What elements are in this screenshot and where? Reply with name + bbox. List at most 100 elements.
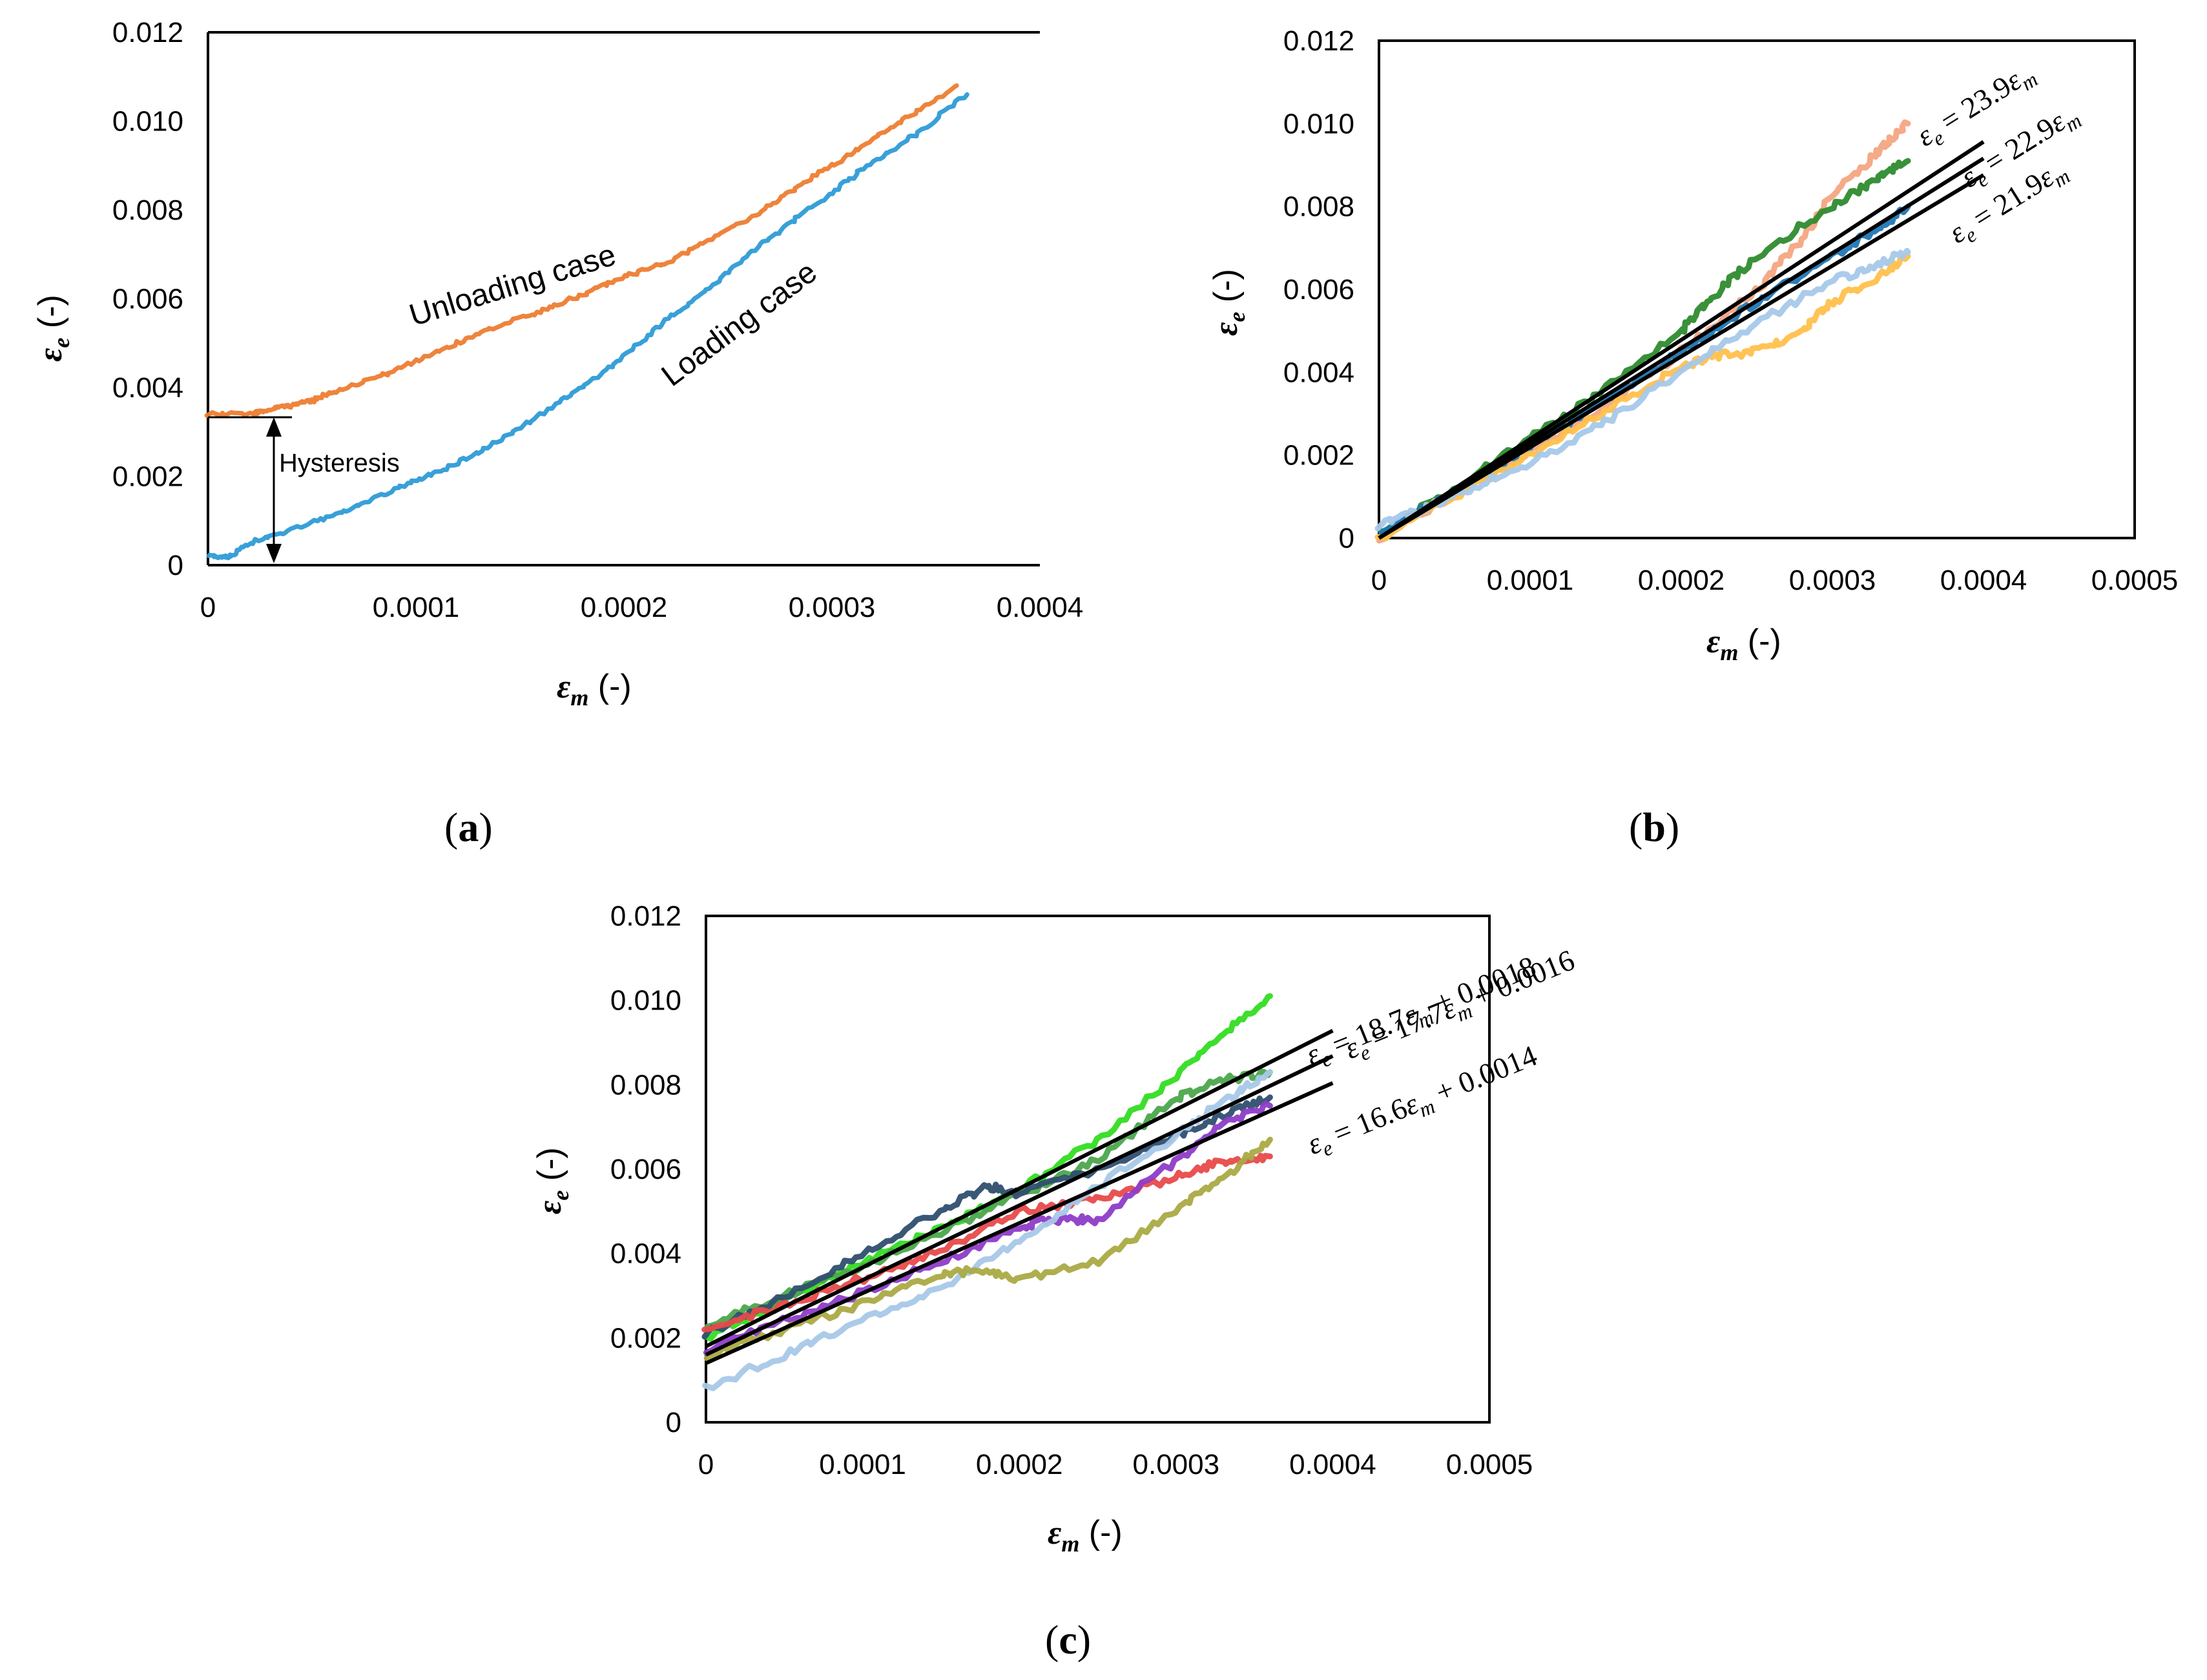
- chart-c-y-ticks: 0 0.002 0.004 0.006 0.008 0.010 0.012: [610, 900, 681, 1438]
- panel-a-open: (: [444, 804, 458, 850]
- chart-a-y-title-rest: (-): [32, 295, 69, 337]
- chart-a-series: [204, 83, 969, 561]
- chart-b-series-1: [1376, 119, 1911, 544]
- chart-c-x-tick-label: 0.0001: [819, 1449, 906, 1480]
- chart-b-y-title-symbol: ε: [1208, 322, 1245, 336]
- chart-b-frame: [1378, 39, 2136, 539]
- chart-a-x-title-symbol: ε: [557, 669, 570, 705]
- cfit-3-mid: = 16.6: [1322, 1091, 1412, 1153]
- chart-b-series-2: [1377, 158, 1911, 537]
- chart-c-x-title: εm (-): [1048, 1514, 1123, 1557]
- chart-c-y-tick-label: 0.008: [610, 1069, 681, 1101]
- chart-c-series: [701, 993, 1273, 1391]
- panel-c-letter: c: [1059, 1617, 1077, 1663]
- chart-c-y-tick-label: 0: [666, 1407, 681, 1438]
- chart-c-y-tick-label: 0.010: [610, 985, 681, 1017]
- chart-c-x-title-rest: (-): [1079, 1514, 1122, 1551]
- chart-c-fit-lines: [705, 1029, 1334, 1365]
- chart-b-x-title-symbol: ε: [1706, 623, 1720, 660]
- chart-b-x-tick-label: 0.0005: [2091, 565, 2179, 596]
- chart-c-frame: [705, 915, 1491, 1424]
- panel-c-open: (: [1045, 1617, 1059, 1663]
- chart-a-y-tick-label: 0: [168, 550, 183, 581]
- panel-label-a: (a): [444, 804, 493, 850]
- chart-b-series-4: [1374, 253, 1911, 541]
- chart-a-series-1: [204, 83, 959, 419]
- chart-b-y-tick-label: 0.006: [1283, 274, 1354, 306]
- chart-c-fit-label-2: εe = 17.7εm + 0.0016: [1340, 943, 1581, 1070]
- chart-b-x-title-sub: m: [1720, 639, 1738, 665]
- chart-a-series-2: [206, 92, 969, 561]
- chart-c-fit-line-2: [705, 1054, 1334, 1357]
- chart-b-y-tick-label: 0.004: [1283, 357, 1354, 388]
- panel-b-letter: b: [1642, 804, 1666, 850]
- panel-a-letter: a: [458, 804, 479, 850]
- chart-b-y-ticks: 0 0.002 0.004 0.006 0.008 0.010 0.012: [1283, 25, 1354, 554]
- chart-a-x-tick-label: 0.0003: [789, 592, 876, 623]
- chart-c-fit-line-3: [705, 1081, 1334, 1365]
- chart-b-x-ticks: 0 0.0001 0.0002 0.0003 0.0004 0.0005: [1371, 565, 2179, 596]
- chart-a-y-tick-label: 0.004: [112, 372, 183, 404]
- chart-a-x-title-sub: m: [570, 685, 588, 710]
- chart-b-x-tick-label: 0: [1371, 565, 1387, 596]
- panel-a-close: ): [479, 804, 492, 850]
- chart-c-series-4: [701, 1152, 1273, 1333]
- chart-b-fit-line-3: [1378, 173, 1985, 540]
- chart-c-x-tick-label: 0: [698, 1449, 714, 1480]
- chart-c-series-6: [702, 1069, 1273, 1391]
- chart-b-fit-line-1: [1378, 140, 1985, 540]
- chart-c-y-title-rest: (-): [531, 1147, 568, 1190]
- chart-c-fit-line-1: [705, 1029, 1334, 1349]
- panel-label-c: (c): [1045, 1617, 1091, 1663]
- panel-c-close: ): [1077, 1617, 1091, 1663]
- chart-c-fit-labels: εe = 18.7εm + 0.0018 εe = 17.7εm + 0.001…: [1301, 943, 1581, 1161]
- chart-c: 0 0.002 0.004 0.006 0.008 0.010 0.012 0 0.0001 0…: [531, 900, 1581, 1557]
- chart-c-x-title-sub: m: [1061, 1531, 1079, 1557]
- chart-a-y-tick-label: 0.002: [112, 461, 183, 493]
- chart-a-y-ticks: 0 0.002 0.004 0.006 0.008 0.010 0.012: [112, 17, 183, 581]
- chart-b-y-title: εe (-): [1207, 269, 1250, 336]
- chart-b-y-title-rest: (-): [1207, 269, 1245, 311]
- hysteresis-annotation: Hysteresis: [208, 416, 400, 563]
- chart-c-x-tick-label: 0.0002: [976, 1449, 1063, 1480]
- chart-b-y-tick-label: 0: [1339, 523, 1354, 554]
- panel-b-close: ): [1666, 804, 1679, 850]
- chart-a-y-title-sub: e: [48, 338, 74, 348]
- hysteresis-arrowhead-down: [266, 544, 282, 563]
- chart-b-series: [1374, 119, 1911, 544]
- chart-b-y-tick-label: 0.008: [1283, 191, 1354, 223]
- chart-c-y-tick-label: 0.002: [610, 1322, 681, 1354]
- chart-c-x-ticks: 0 0.0001 0.0002 0.0003 0.0004 0.0005: [698, 1449, 1533, 1480]
- chart-c-x-tick-label: 0.0005: [1446, 1449, 1533, 1480]
- chart-c-y-tick-label: 0.012: [610, 900, 681, 932]
- chart-c-y-title-sub: e: [548, 1190, 574, 1201]
- chart-b-y-tick-label: 0.002: [1283, 440, 1354, 472]
- chart-c-y-title-symbol: ε: [532, 1201, 568, 1214]
- chart-a-y-title-symbol: ε: [32, 348, 69, 362]
- chart-b-x-title: εm (-): [1706, 623, 1781, 665]
- chart-b-x-title-rest: (-): [1738, 623, 1781, 660]
- chart-a-x-tick-label: 0.0004: [997, 592, 1084, 623]
- chart-c-y-tick-label: 0.006: [610, 1154, 681, 1185]
- chart-a-y-tick-label: 0.008: [112, 194, 183, 226]
- chart-b-fit-lines: [1378, 140, 1985, 540]
- chart-a-x-ticks: 0 0.0001 0.0002 0.0003 0.0004: [200, 592, 1084, 623]
- cfit-3-tail: + 0.0014: [1424, 1039, 1542, 1112]
- chart-a-x-title-rest: (-): [588, 668, 631, 705]
- panel-b-open: (: [1629, 804, 1642, 850]
- chart-a-x-title: εm (-): [557, 668, 632, 710]
- chart-b-fit-labels: εe = 23.9εm εe = 22.9εm εe = 21.9εm: [1911, 63, 2086, 249]
- chart-a-y-tick-label: 0.010: [112, 106, 183, 138]
- chart-b-y-tick-label: 0.012: [1283, 25, 1354, 57]
- chart-c-series-1: [702, 993, 1273, 1342]
- chart-b-x-tick-label: 0.0002: [1638, 565, 1725, 596]
- chart-a-y-tick-label: 0.012: [112, 17, 183, 48]
- chart-c-y-title: εe (-): [531, 1147, 574, 1214]
- chart-c-series-2: [704, 1068, 1273, 1330]
- hysteresis-label: Hysteresis: [279, 449, 400, 477]
- chart-b-x-tick-label: 0.0004: [1940, 565, 2027, 596]
- chart-b-fit-line-2: [1378, 156, 1985, 540]
- chart-c-y-tick-label: 0.004: [610, 1238, 681, 1270]
